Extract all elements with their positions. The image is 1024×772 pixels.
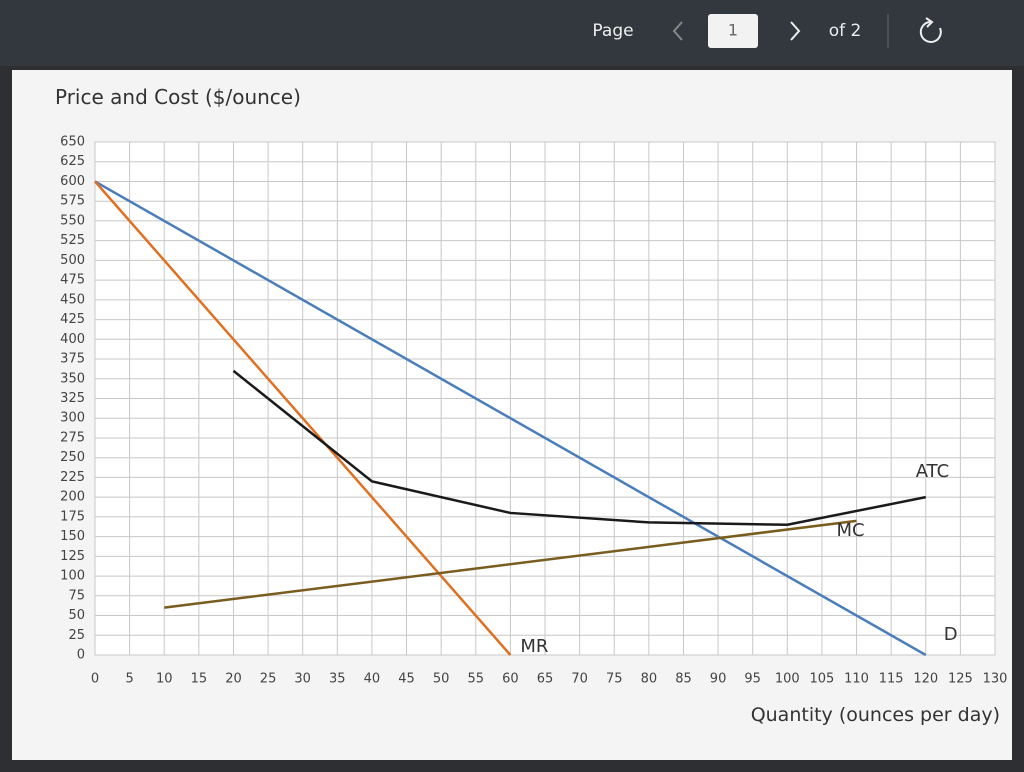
- y-tick-label: 600: [60, 174, 85, 189]
- x-tick-label: 90: [710, 672, 727, 687]
- x-tick-label: 30: [294, 672, 311, 687]
- y-tick-label: 625: [60, 154, 85, 169]
- y-tick-label: 400: [60, 332, 85, 347]
- series-label: MR: [520, 636, 548, 657]
- y-tick-label: 350: [60, 371, 85, 386]
- x-tick-label: 70: [571, 672, 588, 687]
- x-tick-label: 130: [983, 672, 1008, 687]
- y-tick-label: 525: [60, 233, 85, 248]
- y-tick-label: 250: [60, 450, 85, 465]
- y-tick-label: 275: [60, 430, 85, 445]
- series-line: [94, 180, 512, 656]
- series-label: ATC: [916, 461, 949, 482]
- y-tick-label: 175: [60, 509, 85, 524]
- x-tick-label: 10: [156, 672, 173, 687]
- y-tick-label: 100: [60, 569, 85, 584]
- x-axis-label: Quantity (ounces per day): [751, 704, 1000, 726]
- rotate-button[interactable]: [919, 21, 942, 43]
- series-label: D: [944, 624, 958, 645]
- series-label: MC: [837, 520, 865, 541]
- x-tick-label: 25: [260, 672, 277, 687]
- x-tick-label: 105: [810, 672, 835, 687]
- y-tick-label: 550: [60, 213, 85, 228]
- y-tick-label: 300: [60, 411, 85, 426]
- x-tick-label: 60: [502, 672, 519, 687]
- x-tick-label: 50: [433, 672, 450, 687]
- x-tick-label: 0: [91, 672, 99, 687]
- x-tick-label: 100: [775, 672, 800, 687]
- x-tick-label: 20: [225, 672, 242, 687]
- x-tick-label: 115: [879, 672, 904, 687]
- page-number: 1: [728, 21, 738, 40]
- y-axis-label: Price and Cost ($/ounce): [55, 85, 301, 109]
- plot: 0255075100125150175200225250275300325350…: [60, 135, 1007, 687]
- y-tick-label: 450: [60, 292, 85, 307]
- series-line: [232, 369, 927, 527]
- page-input[interactable]: [708, 14, 758, 48]
- x-tick-label: 95: [744, 672, 761, 687]
- y-tick-label: 50: [68, 608, 85, 623]
- x-tick-label: 35: [329, 672, 346, 687]
- y-tick-label: 0: [77, 648, 85, 663]
- x-tick-label: 120: [913, 672, 938, 687]
- page-total: of 2: [829, 21, 862, 41]
- x-tick-label: 75: [606, 672, 623, 687]
- x-tick-label: 45: [398, 672, 415, 687]
- rotate-icon: [925, 17, 934, 28]
- series-line: [94, 180, 927, 657]
- x-tick-label: 15: [191, 672, 208, 687]
- page-label: Page: [592, 21, 633, 41]
- y-tick-label: 200: [60, 490, 85, 505]
- y-tick-label: 325: [60, 391, 85, 406]
- x-tick-label: 65: [537, 672, 554, 687]
- y-tick-label: 650: [60, 135, 85, 150]
- y-tick-label: 75: [68, 588, 85, 603]
- toolbar: [0, 0, 1024, 66]
- x-tick-label: 125: [948, 672, 973, 687]
- y-tick-label: 425: [60, 312, 85, 327]
- x-tick-label: 110: [844, 672, 869, 687]
- x-tick-label: 80: [641, 672, 658, 687]
- next-page[interactable]: [790, 21, 801, 41]
- y-tick-label: 125: [60, 549, 85, 564]
- prev-page[interactable]: [672, 21, 683, 41]
- y-tick-label: 150: [60, 529, 85, 544]
- y-tick-label: 475: [60, 273, 85, 288]
- y-tick-label: 375: [60, 352, 85, 367]
- y-tick-label: 25: [68, 628, 85, 643]
- y-tick-label: 500: [60, 253, 85, 268]
- y-tick-label: 225: [60, 470, 85, 485]
- x-tick-label: 55: [467, 672, 484, 687]
- x-tick-label: 40: [364, 672, 381, 687]
- y-tick-label: 575: [60, 194, 85, 209]
- x-tick-label: 85: [675, 672, 692, 687]
- series-line: [164, 519, 857, 609]
- x-tick-label: 5: [125, 672, 133, 687]
